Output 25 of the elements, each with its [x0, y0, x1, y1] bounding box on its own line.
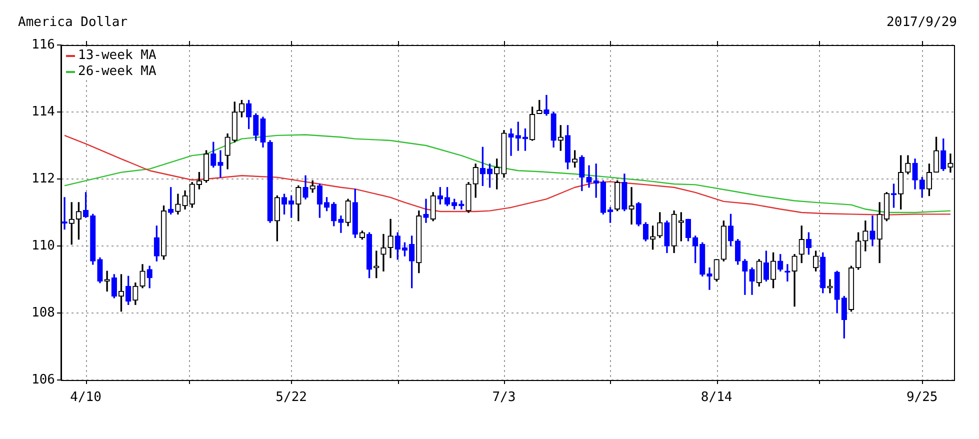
candlestick [338, 216, 344, 233]
candlestick [458, 200, 464, 210]
x-tick-label: 8/14 [700, 390, 732, 406]
candlestick [218, 150, 224, 178]
y-tick-label: 116 [32, 37, 55, 52]
y-tick-label: 110 [32, 238, 55, 254]
y-tick-label: 108 [32, 305, 55, 320]
x-tick-label: 5/22 [276, 390, 307, 406]
candlestick [628, 187, 634, 225]
candlestick [380, 234, 386, 272]
y-tick-label: 114 [32, 104, 56, 120]
x-tick-label: 7/3 [492, 390, 516, 406]
candlestick [423, 198, 429, 223]
chart-title: America Dollar [18, 15, 128, 30]
legend-label: 26-week MA [78, 64, 156, 80]
candlestick [544, 94, 550, 116]
chart-subtitle: 2017/9/29 [886, 15, 957, 30]
y-tick-label: 106 [32, 372, 55, 388]
legend-label: 13-week MA [78, 48, 156, 64]
candlestick [508, 128, 514, 156]
candlestick [706, 267, 712, 290]
x-tick-label: 9/25 [906, 390, 938, 406]
x-tick-label: 4/10 [70, 390, 102, 406]
y-tick-label: 112 [32, 171, 55, 186]
candlestick [827, 279, 833, 294]
